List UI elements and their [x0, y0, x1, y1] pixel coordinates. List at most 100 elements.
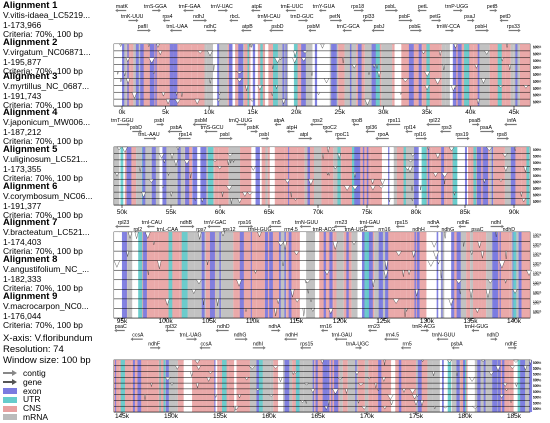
exon-band [355, 147, 361, 205]
identity-dip [302, 308, 305, 317]
gene-label: ndhA [427, 220, 440, 226]
exon-band [264, 232, 268, 318]
identity-dip [484, 50, 490, 55]
exon-band [414, 147, 419, 205]
cns-band [288, 44, 295, 106]
identity-dip [167, 172, 170, 177]
gene-label: rps14 [179, 132, 192, 138]
identity-dip [411, 198, 414, 202]
gene-arrow-head [230, 136, 233, 141]
cns-band [154, 232, 159, 318]
cns-band [396, 147, 406, 205]
cns-band [521, 147, 530, 205]
identity-dip [508, 64, 512, 70]
identity-dip [119, 43, 123, 47]
identity-dip [237, 198, 243, 204]
gene-arrow-head [467, 136, 470, 141]
gene-arrow-head [395, 8, 398, 13]
exon-band [436, 232, 439, 318]
identity-dip [388, 198, 391, 202]
gene-label: atpI [300, 132, 309, 138]
exon-band [513, 232, 517, 318]
exon-band [452, 44, 457, 106]
identity-dip [284, 179, 291, 184]
gene-arrow-head [375, 136, 378, 141]
gene-arrow-head [436, 224, 440, 229]
identity-dip [283, 241, 287, 250]
gene-arrow-head [225, 8, 228, 13]
exon-band [456, 232, 461, 318]
identity-dip [245, 85, 249, 91]
scale-label-mid: 50% [533, 311, 540, 315]
axis-tick-label: 65k [264, 209, 275, 216]
identity-dip [271, 92, 274, 96]
identity-dip [408, 159, 413, 163]
exon-band [357, 44, 362, 106]
identity-dip [377, 388, 380, 392]
identity-dip [281, 98, 286, 105]
identity-dip [212, 159, 218, 163]
identity-dip [148, 179, 155, 183]
gene-arrow-head [318, 8, 322, 13]
scale-label-top: 100% [533, 233, 541, 237]
gene-arrow-head [127, 122, 130, 127]
gene-label: rps12 [223, 227, 236, 233]
exon-band [473, 147, 477, 205]
identity-dip [419, 185, 422, 191]
gene-arrow-head [308, 28, 311, 33]
cns-band [427, 44, 440, 106]
scale-label-top: 100% [533, 174, 541, 178]
exon-band [417, 360, 422, 412]
identity-dip [416, 394, 419, 398]
exon-band [217, 44, 220, 106]
gene-label: rps8 [497, 132, 507, 138]
scale-label-mid: 50% [533, 174, 540, 178]
cns-band [249, 360, 258, 412]
cns-band [478, 44, 490, 106]
cns-band [422, 44, 428, 106]
axis-tick-label: 50k [117, 209, 128, 216]
gene-arrow-head [361, 8, 364, 13]
gene-label: trnM-CAU [257, 14, 280, 20]
exon-band [322, 360, 324, 412]
scale-label-mid: 50% [533, 45, 540, 49]
scale-label-mid: 50% [533, 254, 540, 258]
gene-label: rps33 [507, 24, 520, 30]
gene-label: trnD-GUC [290, 14, 313, 20]
exon-band [238, 44, 244, 106]
identity-dip [233, 406, 237, 412]
cns-band [493, 147, 505, 205]
identity-dip [453, 191, 456, 196]
identity-dip [383, 359, 386, 366]
exon-band [273, 44, 278, 106]
gene-arrow-head [204, 18, 208, 23]
cns-band [521, 232, 530, 318]
alignment-plot: matK trnK-UUU pafII trnS-GGA rps4 trnL-UAA trn… [111, 4, 541, 420]
exon-band [427, 147, 430, 205]
gene-label: rpl2 [133, 227, 142, 233]
exon-band [151, 147, 156, 205]
exon-band [288, 232, 292, 318]
identity-dip [502, 153, 508, 158]
exon-band [464, 147, 467, 205]
identity-dip [291, 371, 295, 376]
gene-label: petB [487, 4, 498, 10]
identity-dip [332, 388, 339, 395]
identity-dip [434, 78, 441, 85]
exon-band [442, 360, 444, 412]
axis-tick-label: 20k [291, 109, 302, 116]
identity-dip [523, 166, 528, 173]
identity-dip [486, 146, 493, 151]
cns-band [270, 232, 280, 318]
cns-band [341, 147, 346, 205]
identity-dip [232, 159, 235, 163]
key-label: exon [23, 385, 42, 396]
cns-band [187, 232, 195, 318]
cns-band [406, 232, 411, 318]
identity-dip [351, 241, 357, 245]
gene-arrow-head [417, 8, 420, 13]
identity-dip [274, 57, 281, 64]
cns-band [322, 44, 330, 106]
gene-arrow-head [199, 346, 202, 350]
identity-dip [257, 85, 263, 91]
